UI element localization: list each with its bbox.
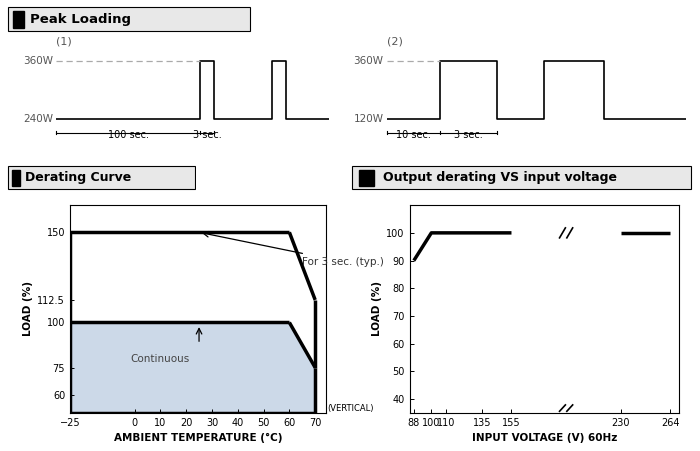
Text: 3 sec.: 3 sec. (193, 130, 221, 140)
Y-axis label: LOAD (%): LOAD (%) (372, 281, 382, 336)
Text: Derating Curve: Derating Curve (25, 171, 131, 184)
Text: (1): (1) (56, 36, 72, 46)
Bar (8, 166, 195, 189)
Bar (8, 7, 251, 32)
Bar (351, 166, 691, 189)
Text: 10 sec.: 10 sec. (396, 130, 431, 140)
Bar (12, 170, 20, 186)
Text: For 3 sec. (typ.): For 3 sec. (typ.) (203, 231, 384, 267)
Text: Continuous: Continuous (131, 354, 190, 364)
Text: 100 sec.: 100 sec. (108, 130, 148, 140)
Text: (2): (2) (386, 36, 402, 46)
Text: 360W: 360W (354, 56, 384, 66)
Text: 360W: 360W (24, 56, 53, 66)
Text: (VERTICAL): (VERTICAL) (327, 404, 373, 413)
Text: Output derating VS input voltage: Output derating VS input voltage (383, 171, 617, 184)
Y-axis label: LOAD (%): LOAD (%) (23, 281, 33, 336)
X-axis label: AMBIENT TEMPERATURE (°C): AMBIENT TEMPERATURE (°C) (113, 433, 282, 443)
Polygon shape (70, 322, 315, 413)
Text: 3 sec.: 3 sec. (454, 130, 483, 140)
Bar (13, 11, 24, 28)
Text: Peak Loading: Peak Loading (30, 13, 132, 26)
Bar (358, 170, 374, 186)
Text: 120W: 120W (354, 114, 384, 124)
Text: 240W: 240W (24, 114, 53, 124)
X-axis label: INPUT VOLTAGE (V) 60Hz: INPUT VOLTAGE (V) 60Hz (472, 433, 617, 443)
